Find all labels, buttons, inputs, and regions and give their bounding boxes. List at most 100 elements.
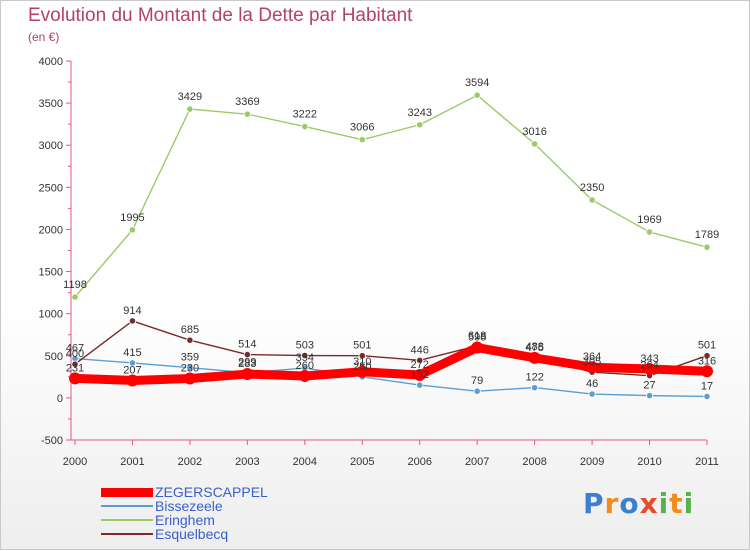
- point-eringhem: [416, 121, 424, 129]
- point-esquelbecq: [186, 336, 194, 344]
- data-label-bissezeele: 17: [701, 380, 713, 392]
- legend-swatch: [101, 519, 153, 521]
- x-tick-label: 2007: [465, 456, 489, 468]
- data-label-zegerscappel: 283: [238, 358, 256, 370]
- point-zegerscappel: [643, 363, 656, 376]
- data-label-eringhem: 3243: [407, 107, 431, 119]
- legend-item: Bissezeele: [101, 499, 268, 513]
- point-zegerscappel: [69, 372, 81, 385]
- legend-item: Esquelbecq: [101, 527, 268, 541]
- series-line-eringhem: [74, 94, 708, 298]
- point-eringhem: [71, 293, 79, 301]
- data-label-bissezeele: 27: [643, 380, 655, 392]
- x-tick-label: 2009: [580, 456, 604, 468]
- legend: ZEGERSCAPPEL Bissezeele Eringhem Esquelbecq: [101, 485, 268, 541]
- x-tick-label: 2008: [522, 456, 546, 468]
- point-esquelbecq: [128, 317, 137, 325]
- legend-swatch: [101, 505, 153, 507]
- series-line-esquelbecq: [74, 320, 708, 377]
- data-label-eringhem: 3594: [465, 77, 489, 89]
- point-zegerscappel: [298, 369, 311, 382]
- x-tick-label: 2010: [637, 456, 661, 468]
- point-eringhem: [531, 140, 539, 148]
- data-label-eringhem: 3066: [350, 122, 374, 134]
- point-zegerscappel: [471, 341, 484, 354]
- data-label-zegerscappel: 207: [123, 364, 141, 376]
- data-label-bissezeele: 122: [525, 372, 543, 384]
- proxiti-logo: Proxiti: [583, 487, 695, 520]
- point-esquelbecq: [358, 352, 366, 360]
- data-label-eringhem: 1969: [637, 214, 661, 226]
- y-tick-label: 3000: [39, 140, 63, 152]
- x-tick-label: 2000: [63, 456, 87, 468]
- x-tick-label: 2006: [407, 456, 431, 468]
- legend-label: ZEGERSCAPPEL: [155, 484, 268, 500]
- data-label-zegerscappel: 272: [411, 359, 429, 371]
- legend-item: Eringhem: [101, 513, 268, 527]
- point-bissezeele: [645, 392, 654, 400]
- point-zegerscappel: [126, 374, 139, 387]
- data-label-bissezeele: 359: [181, 352, 199, 364]
- legend-swatch: [101, 487, 153, 497]
- data-label-esquelbecq: 685: [181, 324, 199, 336]
- y-tick-label: 2500: [39, 182, 63, 194]
- data-label-bissezeele: 250: [353, 361, 371, 373]
- x-tick-label: 2011: [695, 456, 719, 468]
- point-eringhem: [358, 136, 366, 144]
- point-bissezeele: [588, 390, 596, 398]
- data-label-esquelbecq: 264: [640, 360, 658, 372]
- series-line-zegerscappel: [70, 343, 712, 385]
- data-label-zegerscappel: 310: [353, 356, 371, 368]
- y-tick-label: 2000: [39, 224, 63, 236]
- point-bissezeele: [186, 364, 194, 372]
- data-label-esquelbecq: 501: [698, 340, 716, 352]
- data-label-zegerscappel: 260: [296, 360, 314, 372]
- data-label-esquelbecq: 618: [468, 330, 486, 342]
- point-esquelbecq: [71, 360, 79, 368]
- data-label-esquelbecq: 503: [296, 340, 314, 352]
- point-eringhem: [473, 91, 481, 99]
- chart-title: Evolution du Montant de la Dette par Hab…: [28, 5, 413, 26]
- data-label-esquelbecq: 305: [583, 356, 601, 368]
- data-label-bissezeele: 415: [123, 347, 141, 359]
- data-label-esquelbecq: 488: [525, 341, 543, 353]
- data-label-eringhem: 3429: [178, 91, 202, 103]
- data-label-zegerscappel: 316: [698, 355, 716, 367]
- x-tick-label: 2001: [120, 456, 144, 468]
- legend-label: Eringhem: [155, 512, 215, 528]
- data-label-eringhem: 3222: [293, 109, 317, 121]
- data-label-bissezeele: 152: [411, 369, 429, 381]
- data-label-eringhem: 2350: [580, 182, 604, 194]
- point-eringhem: [645, 228, 654, 236]
- y-tick-label: 1500: [39, 267, 63, 279]
- point-esquelbecq: [243, 350, 251, 359]
- point-eringhem: [703, 243, 711, 251]
- point-zegerscappel: [586, 361, 599, 374]
- chart-subtitle: (en €): [28, 30, 60, 44]
- series-line-bissezeele: [74, 357, 708, 398]
- point-eringhem: [301, 122, 309, 131]
- data-label-bissezeele: 79: [471, 375, 483, 387]
- point-eringhem: [588, 196, 596, 204]
- point-esquelbecq: [416, 356, 424, 364]
- data-label-esquelbecq: 501: [353, 340, 371, 352]
- x-tick-label: 2003: [235, 456, 259, 468]
- legend-label: Bissezeele: [155, 498, 223, 514]
- x-tick-label: 2005: [350, 456, 374, 468]
- data-label-bissezeele: 354: [296, 352, 314, 364]
- data-label-eringhem: 3369: [235, 96, 259, 108]
- point-zegerscappel: [413, 368, 426, 381]
- y-tick-label: 4000: [39, 56, 63, 68]
- legend-label: Esquelbecq: [155, 526, 229, 542]
- data-label-bissezeele: 299: [238, 357, 256, 369]
- data-label-bissezeele: 467: [66, 343, 84, 355]
- data-label-eringhem: 1198: [63, 279, 87, 291]
- point-esquelbecq: [301, 351, 309, 360]
- data-label-bissezeele: 46: [586, 378, 598, 390]
- y-tick-label: 1000: [39, 309, 63, 321]
- point-zegerscappel: [356, 365, 369, 378]
- legend-swatch: [101, 533, 153, 535]
- legend-item: ZEGERSCAPPEL: [101, 485, 268, 499]
- y-tick-label: 0: [57, 393, 63, 405]
